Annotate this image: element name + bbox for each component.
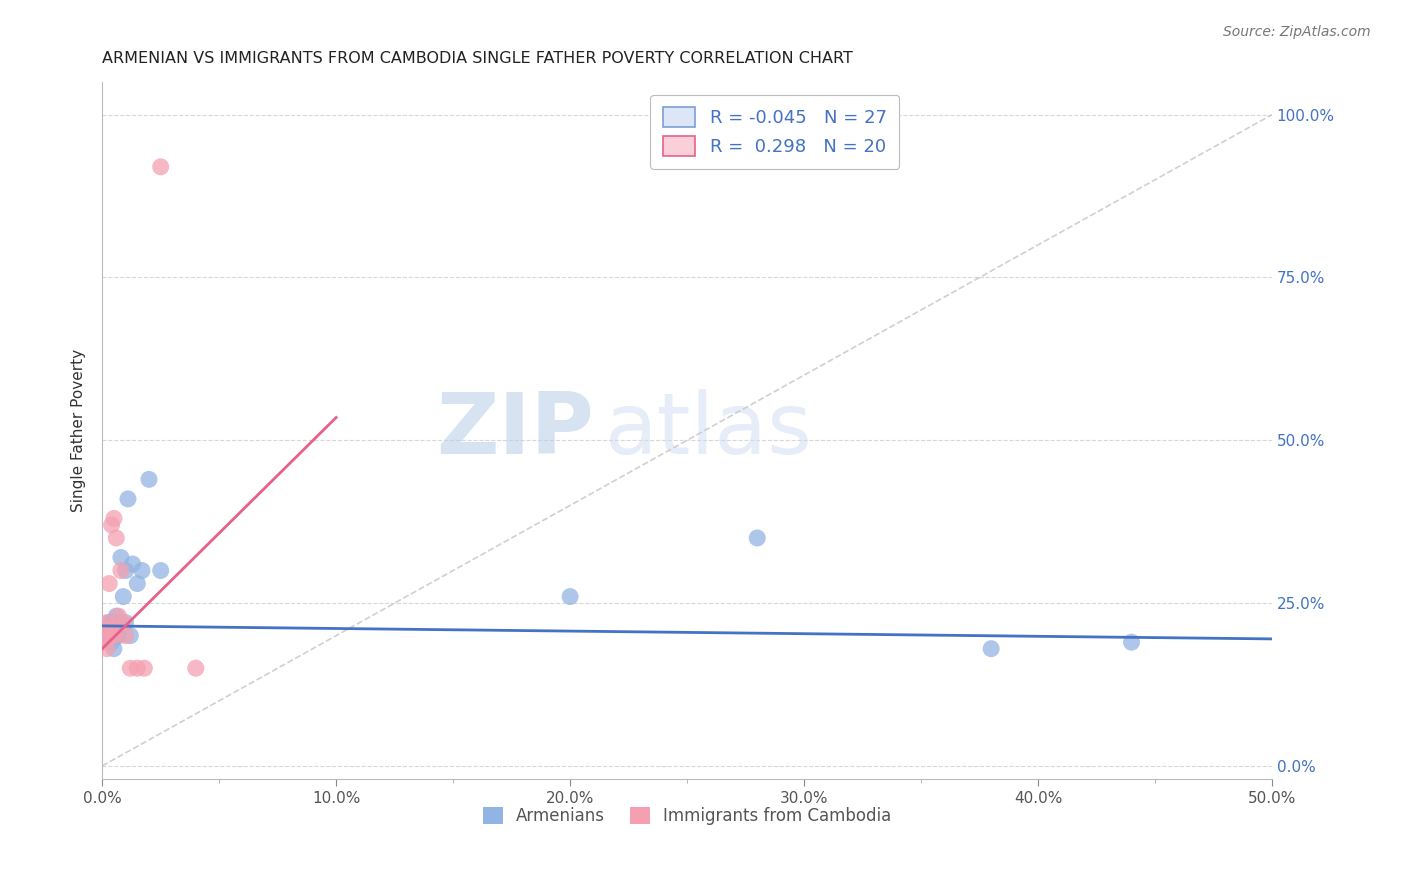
Point	[980, 641, 1002, 656]
Point	[96, 615, 118, 630]
Point	[96, 629, 118, 643]
Point	[138, 472, 160, 486]
Point	[105, 609, 128, 624]
Point	[114, 564, 136, 578]
Point	[107, 629, 129, 643]
Point	[100, 518, 122, 533]
Point	[98, 615, 121, 630]
Point	[121, 557, 143, 571]
Point	[120, 661, 142, 675]
Y-axis label: Single Father Poverty: Single Father Poverty	[72, 349, 86, 512]
Point	[558, 590, 581, 604]
Text: ZIP: ZIP	[436, 389, 593, 472]
Point	[117, 491, 139, 506]
Point	[98, 576, 121, 591]
Point	[112, 615, 135, 630]
Point	[110, 564, 132, 578]
Point	[110, 550, 132, 565]
Point	[1121, 635, 1143, 649]
Point	[100, 615, 122, 630]
Point	[93, 622, 115, 636]
Point	[134, 661, 156, 675]
Point	[98, 629, 121, 643]
Point	[149, 160, 172, 174]
Point	[131, 564, 153, 578]
Text: Source: ZipAtlas.com: Source: ZipAtlas.com	[1223, 25, 1371, 39]
Point	[98, 622, 121, 636]
Point	[93, 622, 115, 636]
Point	[184, 661, 207, 675]
Point	[100, 635, 122, 649]
Point	[103, 641, 125, 656]
Point	[103, 622, 125, 636]
Legend: Armenians, Immigrants from Cambodia: Armenians, Immigrants from Cambodia	[474, 798, 900, 833]
Point	[114, 629, 136, 643]
Point	[107, 615, 129, 630]
Point	[149, 564, 172, 578]
Point	[93, 635, 115, 649]
Point	[103, 511, 125, 525]
Point	[120, 629, 142, 643]
Text: atlas: atlas	[605, 389, 813, 472]
Point	[127, 661, 149, 675]
Point	[112, 590, 135, 604]
Text: ARMENIAN VS IMMIGRANTS FROM CAMBODIA SINGLE FATHER POVERTY CORRELATION CHART: ARMENIAN VS IMMIGRANTS FROM CAMBODIA SIN…	[103, 51, 853, 66]
Point	[747, 531, 769, 545]
Point	[114, 615, 136, 630]
Point	[107, 609, 129, 624]
Point	[96, 641, 118, 656]
Point	[105, 629, 128, 643]
Point	[127, 576, 149, 591]
Point	[100, 629, 122, 643]
Point	[103, 629, 125, 643]
Point	[105, 531, 128, 545]
